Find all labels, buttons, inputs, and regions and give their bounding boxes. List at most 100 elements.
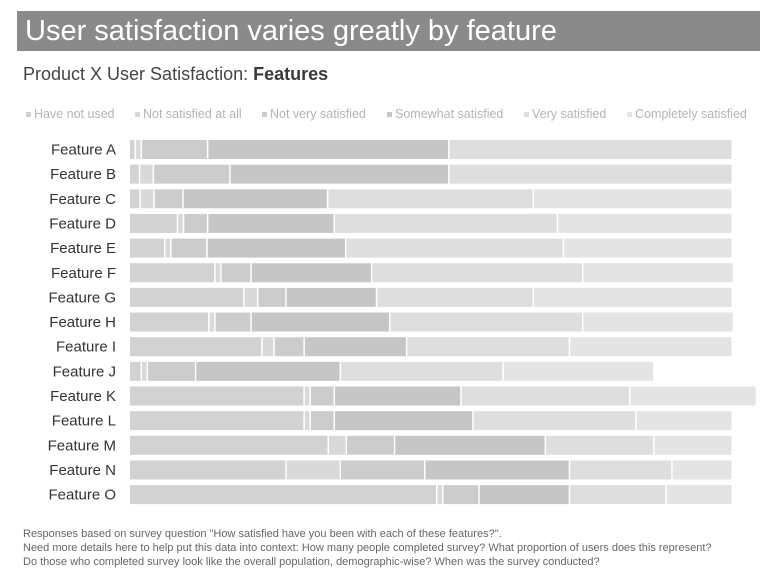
bar-segment-feature-i-completely-satisfied bbox=[570, 337, 732, 357]
category-label-feature-o: Feature O bbox=[48, 487, 116, 504]
bar-segment-feature-f-completely-satisfied bbox=[583, 263, 733, 283]
footnote-line-3: Do those who completed survey look like … bbox=[23, 556, 600, 568]
bar-segment-feature-h-not-very-satisfied bbox=[215, 312, 251, 332]
bar-segment-feature-m-very-satisfied bbox=[546, 435, 654, 455]
legend: Have not used Not satisfied at all Not ver… bbox=[26, 107, 747, 121]
bar-segment-feature-c-somewhat-satisfied bbox=[183, 189, 327, 209]
bar-segment-feature-g-very-satisfied bbox=[377, 287, 533, 307]
bar-segment-feature-k-completely-satisfied bbox=[630, 386, 756, 406]
bar-segment-feature-o-not-very-satisfied bbox=[443, 485, 479, 505]
bar-segment-feature-b-have-not-used bbox=[130, 164, 139, 184]
bar-segment-feature-o-very-satisfied bbox=[570, 485, 666, 505]
bar-segment-feature-f-somewhat-satisfied bbox=[251, 263, 371, 283]
chart-footnote: Responses based on survey question "How … bbox=[23, 527, 763, 569]
bar-segment-feature-o-completely-satisfied bbox=[666, 485, 732, 505]
category-label-feature-c: Feature C bbox=[49, 191, 116, 208]
bar-segment-feature-c-completely-satisfied bbox=[534, 189, 732, 209]
legend-swatch-not-very-satisfied bbox=[262, 112, 267, 117]
bar-segment-feature-l-not-satisfied-at-all bbox=[304, 411, 310, 431]
legend-swatch-completely-satisfied bbox=[627, 112, 632, 117]
bar-segment-feature-j-completely-satisfied bbox=[503, 361, 654, 381]
bar-row-feature-h: Feature H bbox=[49, 312, 733, 332]
footnote-line-2: Need more details here to help put this … bbox=[23, 542, 712, 554]
legend-swatch-very-satisfied bbox=[524, 112, 529, 117]
legend-label-somewhat-satisfied: Somewhat satisfied bbox=[395, 107, 503, 121]
bar-segment-feature-k-very-satisfied bbox=[461, 386, 629, 406]
bar-segment-feature-b-not-very-satisfied bbox=[154, 164, 230, 184]
bar-segment-feature-k-have-not-used bbox=[130, 386, 304, 406]
bar-segment-feature-b-not-satisfied-at-all bbox=[140, 164, 153, 184]
bar-segment-feature-d-have-not-used bbox=[130, 213, 177, 233]
bar-segment-feature-c-have-not-used bbox=[130, 189, 140, 209]
bar-segment-feature-e-have-not-used bbox=[130, 238, 165, 258]
bar-segment-feature-k-not-very-satisfied bbox=[310, 386, 334, 406]
bar-segment-feature-h-have-not-used bbox=[130, 312, 209, 332]
bar-segment-feature-j-not-very-satisfied bbox=[148, 361, 195, 381]
stacked-bar-chart: Have not used Not satisfied at all Not ver… bbox=[26, 107, 756, 505]
bar-segment-feature-o-somewhat-satisfied bbox=[479, 485, 569, 505]
bar-segment-feature-m-have-not-used bbox=[130, 435, 328, 455]
bar-segment-feature-l-not-very-satisfied bbox=[310, 411, 334, 431]
bar-segment-feature-j-somewhat-satisfied bbox=[196, 361, 340, 381]
bar-segment-feature-i-not-satisfied-at-all bbox=[262, 337, 274, 357]
bar-segment-feature-c-not-satisfied-at-all bbox=[140, 189, 154, 209]
bar-segment-feature-n-somewhat-satisfied bbox=[425, 460, 569, 480]
bar-row-feature-k: Feature K bbox=[50, 386, 756, 406]
bar-segment-feature-a-not-satisfied-at-all bbox=[136, 140, 141, 159]
bar-segment-feature-k-somewhat-satisfied bbox=[335, 386, 461, 406]
bar-row-feature-a: Feature A bbox=[51, 140, 732, 159]
chart-subtitle: Product X User Satisfaction: Features bbox=[23, 64, 328, 85]
subtitle-prefix: Product X User Satisfaction: bbox=[23, 64, 254, 84]
bar-row-feature-j: Feature J bbox=[53, 361, 654, 381]
legend-label-not-satisfied-at-all: Not satisfied at all bbox=[143, 107, 242, 121]
bar-segment-feature-j-very-satisfied bbox=[341, 361, 503, 381]
bar-segment-feature-h-completely-satisfied bbox=[583, 312, 733, 332]
bar-segment-feature-h-not-satisfied-at-all bbox=[209, 312, 215, 332]
bar-segment-feature-d-not-satisfied-at-all bbox=[178, 213, 183, 233]
bar-segment-feature-e-completely-satisfied bbox=[564, 238, 732, 258]
category-label-feature-e: Feature E bbox=[50, 240, 116, 257]
bar-segment-feature-f-very-satisfied bbox=[372, 263, 582, 283]
bar-segment-feature-n-have-not-used bbox=[130, 460, 286, 480]
bar-row-feature-o: Feature O bbox=[48, 485, 732, 505]
bar-segment-feature-h-somewhat-satisfied bbox=[251, 312, 389, 332]
footnote-line-1: Responses based on survey question "How … bbox=[23, 528, 502, 540]
legend-label-very-satisfied: Very satisfied bbox=[532, 107, 606, 121]
bar-segment-feature-g-not-very-satisfied bbox=[258, 287, 286, 307]
bar-segment-feature-i-not-very-satisfied bbox=[274, 337, 304, 357]
subtitle-bold: Features bbox=[253, 64, 329, 84]
bar-segment-feature-d-very-satisfied bbox=[335, 213, 557, 233]
bar-segment-feature-g-have-not-used bbox=[130, 287, 244, 307]
bar-segment-feature-f-not-very-satisfied bbox=[221, 263, 251, 283]
bar-segment-feature-m-somewhat-satisfied bbox=[395, 435, 545, 455]
bar-row-feature-g: Feature G bbox=[48, 287, 732, 307]
bar-segment-feature-j-have-not-used bbox=[130, 361, 141, 381]
bar-row-feature-b: Feature B bbox=[50, 164, 732, 184]
category-label-feature-a: Feature A bbox=[51, 142, 116, 159]
category-label-feature-h: Feature H bbox=[49, 314, 116, 331]
bar-segment-feature-i-somewhat-satisfied bbox=[304, 337, 406, 357]
legend-label-not-very-satisfied: Not very satisfied bbox=[270, 107, 366, 121]
bar-segment-feature-i-very-satisfied bbox=[407, 337, 569, 357]
bar-segment-feature-g-completely-satisfied bbox=[534, 287, 732, 307]
category-label-feature-i: Feature I bbox=[56, 339, 116, 356]
bar-segment-feature-f-have-not-used bbox=[130, 263, 215, 283]
category-label-feature-k: Feature K bbox=[50, 388, 116, 405]
bar-segment-feature-b-very-satisfied bbox=[449, 164, 732, 184]
page-title: User satisfaction varies greatly by feat… bbox=[25, 15, 557, 47]
bar-segment-feature-f-not-satisfied-at-all bbox=[215, 263, 221, 283]
bar-segment-feature-e-not-very-satisfied bbox=[171, 238, 207, 258]
bar-segment-feature-m-completely-satisfied bbox=[654, 435, 732, 455]
bar-segment-feature-c-very-satisfied bbox=[328, 189, 533, 209]
bar-segment-feature-e-somewhat-satisfied bbox=[207, 238, 345, 258]
bar-segment-feature-g-somewhat-satisfied bbox=[286, 287, 376, 307]
legend-swatch-have-not-used bbox=[26, 112, 31, 117]
category-label-feature-j: Feature J bbox=[53, 363, 116, 380]
bar-row-feature-c: Feature C bbox=[49, 189, 732, 209]
legend-label-completely-satisfied: Completely satisfied bbox=[635, 107, 747, 121]
bar-segment-feature-d-not-very-satisfied bbox=[184, 213, 207, 233]
bar-segment-feature-d-completely-satisfied bbox=[558, 213, 732, 233]
bar-row-feature-i: Feature I bbox=[56, 337, 732, 357]
legend-swatch-somewhat-satisfied bbox=[387, 112, 392, 117]
bar-segment-feature-d-somewhat-satisfied bbox=[208, 213, 334, 233]
